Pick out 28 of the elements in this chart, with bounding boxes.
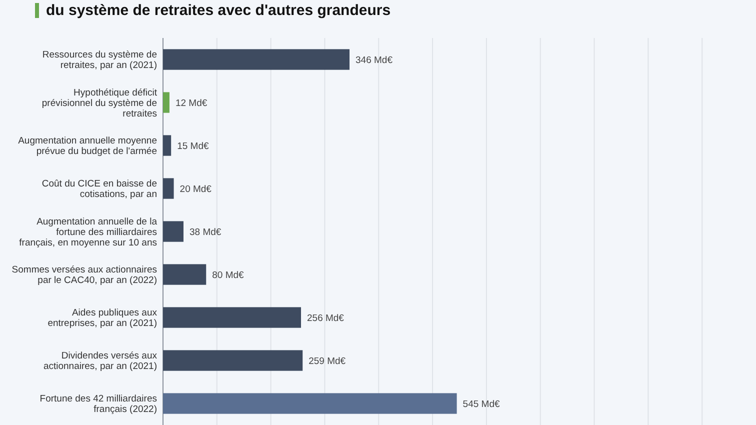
bar bbox=[163, 92, 170, 113]
bar bbox=[163, 264, 206, 285]
data-label: 545 Md€ bbox=[462, 398, 500, 410]
data-label: 15 Md€ bbox=[177, 140, 210, 152]
data-label: 80 Md€ bbox=[212, 270, 245, 281]
data-label: 346 Md€ bbox=[356, 54, 394, 66]
y-tick-label: Aides publiques aux entreprises, par an (2021) bbox=[48, 308, 158, 330]
data-label: 256 Md€ bbox=[307, 312, 345, 324]
chart-title: du système de retraites avec d'autres grandeurs bbox=[46, 2, 391, 19]
bar bbox=[163, 350, 303, 371]
bar bbox=[163, 221, 184, 242]
y-tick-label: Sommes versées aux actionnaires par le CAC40, par an (2022) bbox=[12, 264, 158, 286]
y-tick-label: Fortune des 42 milliardaires français (2022) bbox=[40, 394, 158, 416]
data-label: 20 Md€ bbox=[180, 184, 212, 195]
y-tick-label: Coût du CICE en baisse de cotisations, par an bbox=[42, 178, 157, 200]
bar bbox=[163, 49, 350, 70]
data-label: 12 Md€ bbox=[175, 98, 208, 109]
bar bbox=[163, 393, 457, 414]
bar bbox=[163, 178, 174, 199]
y-tick-label: Dividendes versés aux actionnaires, par an (2021) bbox=[43, 350, 158, 372]
y-tick-label: Augmentation annuelle de la fortune des milliardaires français, en moyenne sur 10 ans bbox=[19, 216, 158, 248]
y-tick-label: Augmentation annuelle moyenne prévue du budget de l'armée bbox=[18, 136, 157, 158]
y-tick-label: Ressources du système de retraites, par an (2021) bbox=[42, 50, 157, 72]
y-tick-label: Hypothétique déficit prévisionnel du système de retraites bbox=[42, 87, 158, 120]
data-label: 38 Md€ bbox=[189, 226, 222, 238]
bar bbox=[163, 307, 302, 328]
bar bbox=[163, 135, 172, 156]
data-label: 259 Md€ bbox=[308, 356, 346, 367]
